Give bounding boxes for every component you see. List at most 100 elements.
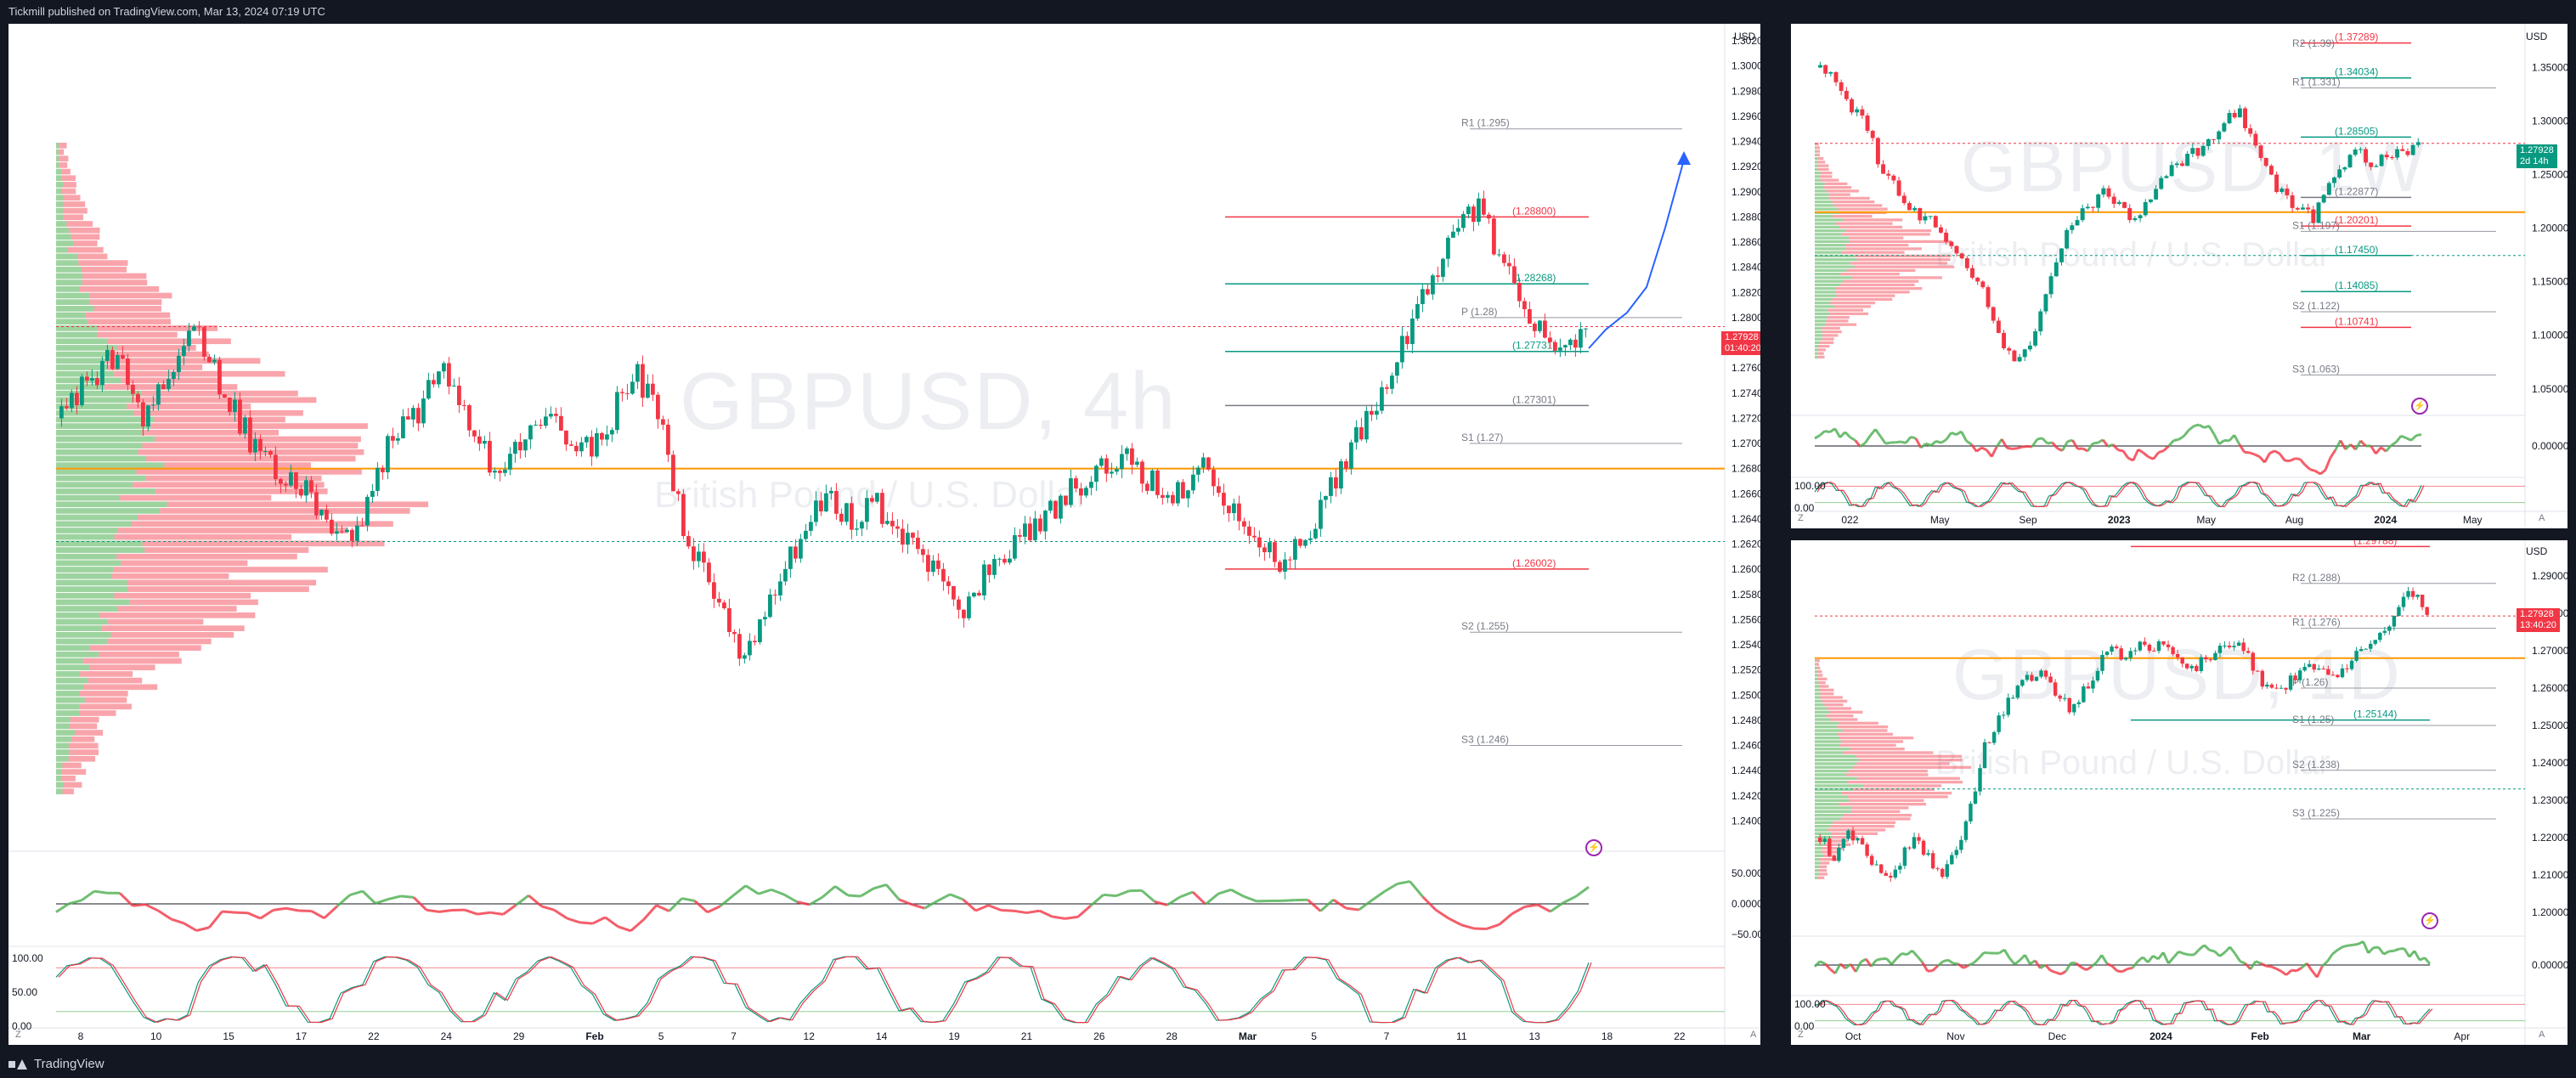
candle-body (2058, 695, 2062, 699)
candle-body (2410, 144, 2415, 155)
oscillator-line (1957, 962, 1964, 969)
oscillator-line (2152, 451, 2160, 460)
candle-body (1064, 495, 1068, 505)
auto-scale-a-button[interactable]: A (2539, 513, 2545, 523)
candle-body (2127, 207, 2133, 221)
oscillator-line (2362, 940, 2370, 954)
oscillator-line (1973, 957, 1980, 964)
oscillator-line (2218, 951, 2226, 957)
volume-profile-bar (56, 390, 142, 397)
auto-scale-z-button[interactable]: Z (1798, 1030, 1804, 1040)
candle-body (2253, 133, 2258, 146)
pivot-label: S1 (1.197) (2292, 219, 2340, 231)
candle-body (1568, 339, 1573, 346)
candle-body (727, 608, 732, 633)
volume-profile-bar (1815, 167, 1818, 171)
volume-profile-bar (1815, 244, 1845, 247)
volume-profile-bar (1815, 251, 1842, 254)
volume-profile-bar (1818, 688, 1834, 691)
candle-body (187, 330, 191, 347)
volume-profile-bar (56, 397, 133, 404)
volume-profile-bar (1815, 748, 1850, 751)
auto-scale-a-button[interactable]: A (1750, 1030, 1757, 1040)
volume-profile-bar (56, 606, 118, 612)
candle-body (2175, 653, 2180, 658)
volume-profile-bar (1838, 207, 1888, 211)
bolt-icon[interactable]: ⚡ (2421, 912, 2438, 929)
candle-body (233, 399, 237, 412)
oscillator-line (477, 911, 491, 916)
candle-body (732, 632, 737, 635)
candle-body (314, 492, 319, 516)
candle-body (528, 425, 533, 440)
volume-profile-bar (56, 292, 90, 299)
candle-body (2326, 183, 2331, 195)
oscillator-line (655, 904, 670, 912)
candle-body (2208, 659, 2213, 661)
oscillator-line (336, 894, 351, 908)
auto-scale-z-button[interactable]: Z (15, 1030, 21, 1040)
volume-profile-bar (56, 508, 161, 514)
volume-profile-bar (59, 162, 68, 168)
volume-profile-bar (1844, 279, 1919, 283)
volume-profile-bar (1848, 770, 1928, 773)
candle-body (2199, 657, 2204, 671)
price-tick-label: 1.20000 (2532, 906, 2568, 918)
candle-body (518, 442, 523, 451)
auto-scale-z-button[interactable]: Z (1798, 513, 1804, 523)
candle-body (1487, 214, 1491, 219)
weekly-chart-panel[interactable]: GBPUSD, 1W British Pound / U.S. Dollar 1… (1791, 24, 2568, 528)
oscillator-line (1076, 905, 1092, 918)
oscillator-line (2029, 959, 2037, 966)
volume-profile-bar (1819, 858, 1840, 861)
volume-profile-bar (1828, 196, 1870, 200)
candle-body (345, 529, 349, 533)
candle-body (1940, 868, 1945, 878)
candle-body (457, 385, 461, 405)
volume-profile-bar (1815, 659, 1816, 663)
candle-body (1043, 511, 1048, 532)
bolt-icon[interactable]: ⚡ (2411, 398, 2428, 415)
candle-body (121, 354, 125, 359)
candle-body (274, 454, 278, 480)
oscillator-line (1473, 927, 1487, 930)
volume-profile-bar (1815, 323, 1826, 326)
volume-profile-bar (1851, 276, 1942, 279)
volume-profile-bar (145, 475, 322, 482)
volume-profile-bar (84, 697, 127, 703)
volume-profile-bar (1839, 743, 1896, 747)
main-chart-canvas[interactable]: 1.30200 1.30000 1.29800 1.29600 1.29400 1.292… (8, 24, 1760, 1045)
volume-profile-bar (56, 599, 130, 606)
oscillator-line (2097, 438, 2104, 444)
oscillator-line (2319, 469, 2326, 476)
candle-body (2420, 595, 2425, 607)
weekly-chart-canvas[interactable]: 1.35000 1.30000 1.25000 1.20000 1.15000 1.100… (1791, 24, 2568, 528)
main-chart-panel[interactable]: GBPUSD, 4h British Pound / U.S. Dollar 1… (8, 24, 1760, 1045)
candle-body (1917, 837, 1921, 841)
price-tick-label: 1.26800 (1731, 463, 1760, 475)
daily-chart-panel[interactable]: GBPUSD, 1D British Pound / U.S. Dollar 1… (1791, 540, 2568, 1045)
oscillator-line (1818, 430, 1826, 437)
candle-body (804, 530, 808, 539)
oscillator-line (1970, 443, 1978, 453)
volume-profile-bar (1815, 305, 1835, 308)
candle-body (365, 496, 370, 526)
candle-body (1818, 838, 1822, 843)
volume-profile-bar (56, 723, 71, 730)
auto-scale-a-button[interactable]: A (2539, 1030, 2545, 1040)
bolt-icon[interactable]: ⚡ (1585, 839, 1602, 856)
oscillator-line (1154, 900, 1168, 906)
time-tick-label: Nov (1946, 1030, 1964, 1042)
daily-chart-canvas[interactable]: 1.290001.280001.270001.260001.250001.240… (1791, 540, 2568, 1045)
volume-profile-bar (59, 155, 69, 162)
tradingview-logo[interactable]: TradingView (8, 1057, 105, 1071)
volume-profile-bar (1815, 258, 1857, 262)
volume-profile-bar (121, 377, 222, 384)
oscillator-line (873, 883, 887, 890)
oscillator-line (2075, 962, 2082, 968)
pivot-label: S2 (1.238) (2292, 759, 2340, 770)
oscillator-line (2395, 435, 2403, 443)
volume-profile-bar (1829, 312, 1869, 315)
candle-body (890, 521, 895, 527)
oscillator-line (2339, 439, 2347, 450)
